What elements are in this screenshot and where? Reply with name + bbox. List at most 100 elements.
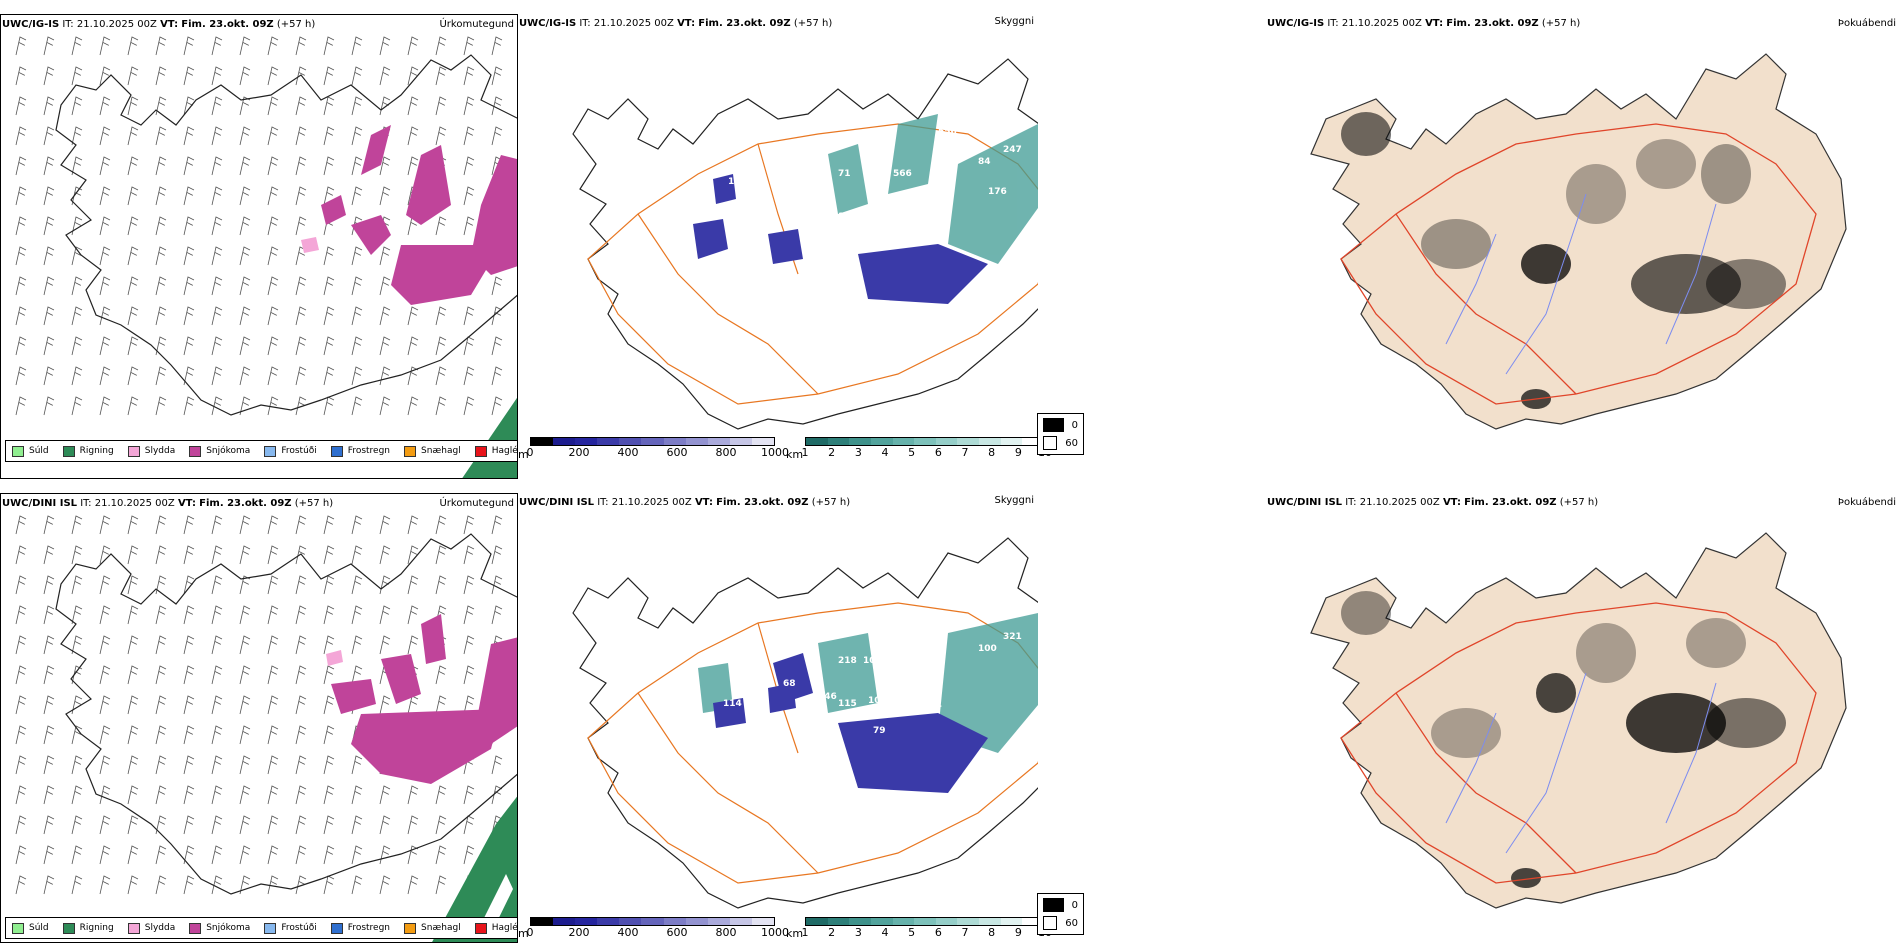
- wind-barb: [127, 665, 139, 685]
- colorbar-cell: [685, 918, 708, 925]
- wind-barb: [99, 246, 111, 266]
- wind-barb: [155, 545, 167, 565]
- colorbar-tick: 400: [617, 446, 639, 459]
- fog-shading: [1341, 112, 1786, 409]
- wind-barb: [183, 755, 195, 775]
- wind-barb: [211, 306, 223, 326]
- wind-barb: [267, 575, 279, 595]
- wind-barb: [463, 845, 475, 865]
- colorbar-cell: [806, 438, 828, 445]
- wind-barb: [491, 96, 503, 116]
- wind-barb: [43, 186, 55, 206]
- visibility-value-label: 109: [863, 169, 882, 179]
- wind-barb: [435, 126, 447, 146]
- wind-barb: [379, 156, 391, 176]
- legend-item: Snæhagl: [404, 445, 461, 457]
- wind-barb: [183, 545, 195, 565]
- legend-label: Slydda: [144, 923, 176, 933]
- wind-barb: [379, 366, 391, 386]
- wind-barb: [435, 545, 447, 565]
- wind-barb: [71, 695, 83, 715]
- legend-label: Slydda: [144, 446, 176, 456]
- legend-item: Snjókoma: [189, 922, 251, 934]
- wind-barb: [155, 515, 167, 535]
- colorbar-tick: 6: [934, 446, 942, 459]
- wind-barb: [183, 276, 195, 296]
- wind-barb: [267, 396, 279, 416]
- wind-barb: [351, 306, 363, 326]
- height-ticks: 0 200 400 600 800 1000: [527, 446, 790, 459]
- wind-barb: [43, 96, 55, 116]
- wind-barb: [295, 66, 307, 86]
- sleet-area: [301, 237, 319, 253]
- wind-barb: [43, 605, 55, 625]
- wind-barb: [99, 575, 111, 595]
- wind-barb: [155, 126, 167, 146]
- wind-barb: [15, 36, 27, 56]
- wind-barb: [71, 306, 83, 326]
- wind-barb: [15, 815, 27, 835]
- wind-barb: [211, 276, 223, 296]
- wind-barb: [71, 216, 83, 236]
- wind-barb: [351, 396, 363, 416]
- wind-barb: [155, 635, 167, 655]
- visibility-panel-bottom: 111 92 114 68 56 45 53 218 100 158 115 106 144 146 79 2…: [518, 493, 1038, 933]
- wind-barb: [43, 635, 55, 655]
- wind-barb: [127, 366, 139, 386]
- wind-barb: [71, 336, 83, 356]
- wind-barb: [239, 875, 251, 895]
- wind-barb: [323, 246, 335, 266]
- colorbar-cell: [641, 438, 664, 445]
- legend-label: Snjókoma: [206, 923, 251, 933]
- wind-barb: [239, 126, 251, 146]
- colorbar-tick: 7: [961, 446, 969, 459]
- panel-title: Úrkomutegund: [439, 498, 514, 509]
- colorbar-tick: 200: [568, 446, 590, 459]
- wind-barb: [155, 186, 167, 206]
- wind-barb: [239, 156, 251, 176]
- wind-barb: [323, 815, 335, 835]
- visibility-value-label: 111: [838, 212, 857, 222]
- precip-type-panel-top: UWC/IG-IS IT: 21.10.2025 00Z VT: Fim. 23…: [0, 14, 518, 479]
- wind-barbs: [15, 515, 503, 895]
- visibility-value-label: 53: [828, 624, 841, 634]
- wind-barb: [379, 336, 391, 356]
- legend-label: Snjókoma: [206, 446, 251, 456]
- wind-barb: [491, 515, 503, 535]
- wind-barb: [239, 276, 251, 296]
- legend-swatch: [12, 445, 24, 457]
- wind-barb: [43, 336, 55, 356]
- visibility-panel-top: 172 43 95 78 90 169 88 71 109 566 111 90 85 105 484 94 2…: [518, 14, 1038, 479]
- wind-barb: [267, 276, 279, 296]
- wind-barb: [463, 785, 475, 805]
- wind-barb: [127, 66, 139, 86]
- colorbar-cell: [619, 438, 642, 445]
- fog-map-bottom: [1310, 532, 1847, 909]
- wind-barb: [99, 875, 111, 895]
- visibility-value-label: 43: [743, 197, 756, 207]
- wind-barb: [43, 396, 55, 416]
- panel-header: UWC/IG-IS IT: 21.10.2025 00Z VT: Fim. 23…: [519, 18, 833, 29]
- wind-barb: [183, 186, 195, 206]
- wind-barb: [463, 366, 475, 386]
- wind-barb: [435, 96, 447, 116]
- wind-barb: [463, 545, 475, 565]
- wind-barb: [463, 96, 475, 116]
- wind-barb: [99, 396, 111, 416]
- wind-barb: [99, 845, 111, 865]
- wind-barb: [463, 216, 475, 236]
- wind-barb: [323, 515, 335, 535]
- wind-barb: [183, 66, 195, 86]
- legend-label: Haglél: [491, 923, 518, 933]
- wind-barb: [351, 515, 363, 535]
- colorbar-cell: [597, 438, 620, 445]
- colorbar-cell: [957, 918, 980, 925]
- colorbar-cell: [575, 438, 598, 445]
- visibility-value-label: 45: [818, 626, 831, 636]
- colorbar-tick: 7: [961, 926, 969, 939]
- wind-barb: [155, 36, 167, 56]
- wind-barb: [155, 725, 167, 745]
- wind-barb: [183, 605, 195, 625]
- legend-item: Frostúði: [264, 922, 317, 934]
- visibility-value-label: 169: [818, 139, 837, 149]
